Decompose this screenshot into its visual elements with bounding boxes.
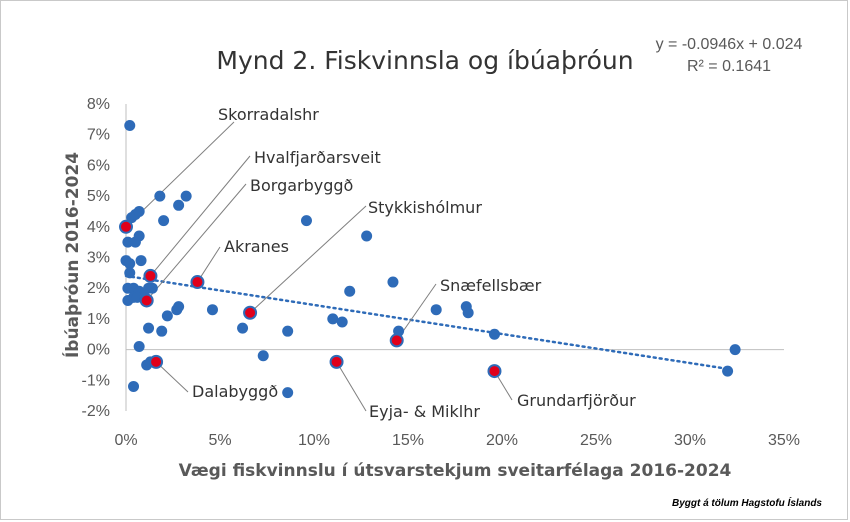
y-tick-label: 8% [87, 96, 110, 113]
leader-line [150, 155, 251, 277]
data-point [143, 322, 155, 334]
data-point [161, 310, 173, 322]
data-point [729, 344, 741, 356]
x-tick-label: 30% [674, 432, 706, 449]
highlighted-point [139, 293, 154, 308]
data-point [282, 387, 294, 399]
data-point [282, 325, 294, 337]
point-label: Stykkishólmur [368, 198, 482, 217]
data-point [154, 190, 166, 202]
data-point [146, 282, 158, 294]
y-tick-label: 5% [87, 188, 110, 205]
highlighted-point [119, 219, 133, 234]
data-point [462, 307, 474, 319]
highlighted-point [487, 364, 502, 379]
data-point [173, 301, 185, 313]
point-label: Grundarfjörður [517, 391, 636, 410]
x-tick-label: 20% [486, 432, 518, 449]
data-point [336, 316, 348, 328]
data-point [300, 215, 312, 227]
x-tick-label: 15% [392, 432, 424, 449]
data-point [133, 205, 145, 217]
y-tick-label: -1% [82, 372, 110, 389]
y-tick-label: -2% [82, 403, 110, 420]
data-point [124, 267, 136, 279]
trendline-path [124, 274, 729, 371]
leader-line [336, 361, 367, 412]
point-label: Akranes [224, 237, 289, 256]
point-label: Snæfellsbær [440, 276, 542, 295]
data-point [156, 325, 168, 337]
highlighted-point [190, 275, 205, 290]
data-point [135, 255, 147, 267]
y-tick-label: 0% [87, 342, 110, 359]
highlighted-point [389, 333, 404, 348]
x-tick-label: 35% [768, 432, 800, 449]
y-axis-title: Íbúaþróun 2016-2024 [61, 152, 83, 358]
trendline [124, 274, 729, 371]
source-note: Byggt á tölum Hagstofu Íslands [672, 496, 822, 509]
data-point [327, 313, 339, 325]
highlighted-point [329, 354, 344, 369]
data-point [387, 276, 399, 288]
data-point [133, 341, 145, 353]
y-tick-label: 7% [87, 127, 110, 144]
data-point [206, 304, 218, 316]
y-tick-label: 4% [87, 219, 110, 236]
x-tick-label: 10% [298, 432, 330, 449]
point-label: Dalabyggð [192, 382, 278, 401]
highlighted-point [149, 354, 164, 369]
data-point [158, 215, 170, 227]
x-axis-title: Vægi fiskvinnslu í útsvarstekjum sveitar… [179, 461, 732, 481]
data-point [430, 304, 442, 316]
data-point [124, 119, 136, 131]
chart-title: Mynd 2. Fiskvinnsla og íbúaþróun [216, 46, 633, 75]
data-point [237, 322, 249, 334]
highlighted-point [243, 305, 258, 320]
leader-line [249, 205, 367, 314]
axes: -2% -1% 0% 1% 2% 3% 4% 5% 6% 7% 8% 0% 5% 10% 15% 20% 25%… [82, 96, 800, 449]
y-tick-label: 1% [87, 311, 110, 328]
point-label: Eyja- & Miklhr [369, 402, 480, 421]
x-tick-label: 5% [208, 432, 231, 449]
x-tick-label: 0% [114, 432, 137, 449]
data-point [344, 285, 356, 297]
leader-line [146, 183, 247, 301]
y-tick-label: 6% [87, 157, 110, 174]
data-point [128, 380, 140, 392]
highlighted-point [143, 268, 158, 283]
point-label: Skorradalshr [218, 105, 319, 124]
trendline-r-squared: R² = 0.1641 [687, 58, 771, 75]
data-point [257, 350, 269, 362]
data-points [119, 119, 741, 399]
data-point [488, 328, 500, 340]
point-labels: Skorradalshr Hvalfjarðarsveit Borgarbyggð A… [192, 105, 636, 421]
point-label: Borgarbyggð [250, 176, 353, 195]
leader-line [155, 361, 189, 393]
y-tick-label: 2% [87, 280, 110, 297]
data-point [133, 230, 145, 242]
data-point [722, 365, 734, 377]
point-label: Hvalfjarðarsveit [254, 148, 381, 167]
y-tick-label: 3% [87, 250, 110, 267]
data-point [122, 236, 134, 248]
data-point [180, 190, 192, 202]
data-point [361, 230, 373, 242]
trendline-equation: y = -0.0946x + 0.024 [656, 36, 803, 53]
data-point [173, 199, 185, 211]
data-point [124, 258, 136, 270]
x-tick-label: 25% [580, 432, 612, 449]
